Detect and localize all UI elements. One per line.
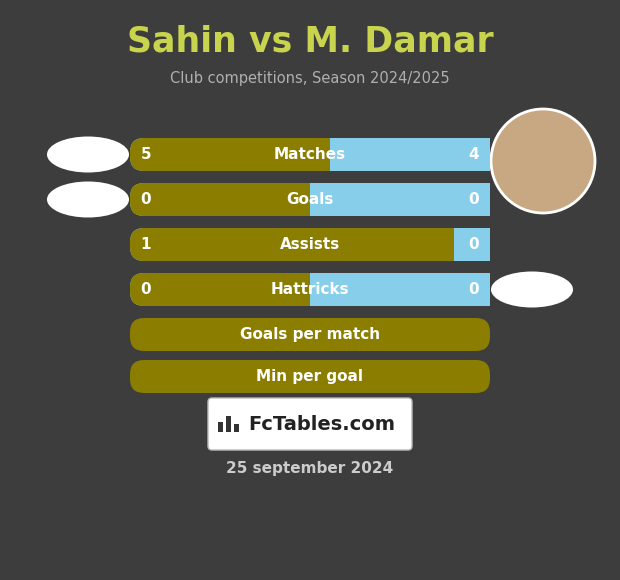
FancyBboxPatch shape bbox=[130, 273, 490, 306]
Text: Goals: Goals bbox=[286, 192, 334, 207]
Bar bbox=[218, 422, 223, 432]
Text: 0: 0 bbox=[469, 237, 479, 252]
Text: Goals per match: Goals per match bbox=[240, 327, 380, 342]
Text: 0: 0 bbox=[469, 192, 479, 207]
Bar bbox=[226, 416, 231, 432]
FancyBboxPatch shape bbox=[130, 138, 490, 171]
Text: 5: 5 bbox=[141, 147, 151, 162]
FancyBboxPatch shape bbox=[462, 273, 490, 306]
Bar bbox=[330, 138, 490, 171]
FancyBboxPatch shape bbox=[130, 360, 490, 393]
FancyBboxPatch shape bbox=[462, 228, 490, 261]
Bar bbox=[454, 228, 490, 261]
Text: Matches: Matches bbox=[274, 147, 346, 162]
Bar bbox=[310, 183, 490, 216]
FancyBboxPatch shape bbox=[130, 138, 490, 171]
FancyBboxPatch shape bbox=[130, 228, 490, 261]
Text: Assists: Assists bbox=[280, 237, 340, 252]
FancyBboxPatch shape bbox=[208, 398, 412, 450]
FancyBboxPatch shape bbox=[130, 228, 490, 261]
FancyBboxPatch shape bbox=[462, 183, 490, 216]
Text: FcTables.com: FcTables.com bbox=[249, 415, 396, 433]
Text: Sahin vs M. Damar: Sahin vs M. Damar bbox=[126, 25, 494, 59]
Text: 4: 4 bbox=[469, 147, 479, 162]
FancyBboxPatch shape bbox=[130, 183, 490, 216]
Text: 0: 0 bbox=[141, 282, 151, 297]
Circle shape bbox=[491, 109, 595, 213]
Ellipse shape bbox=[47, 182, 129, 218]
FancyBboxPatch shape bbox=[130, 183, 490, 216]
Ellipse shape bbox=[491, 271, 573, 307]
FancyBboxPatch shape bbox=[130, 273, 490, 306]
Text: 0: 0 bbox=[469, 282, 479, 297]
Bar bbox=[310, 273, 490, 306]
Text: 25 september 2024: 25 september 2024 bbox=[226, 461, 394, 476]
Text: 1: 1 bbox=[141, 237, 151, 252]
FancyBboxPatch shape bbox=[130, 318, 490, 351]
FancyBboxPatch shape bbox=[462, 138, 490, 171]
Text: Hattricks: Hattricks bbox=[271, 282, 349, 297]
Text: Club competitions, Season 2024/2025: Club competitions, Season 2024/2025 bbox=[170, 71, 450, 85]
Bar bbox=[234, 424, 239, 432]
Text: Min per goal: Min per goal bbox=[257, 369, 363, 384]
Ellipse shape bbox=[47, 136, 129, 172]
Text: 0: 0 bbox=[141, 192, 151, 207]
